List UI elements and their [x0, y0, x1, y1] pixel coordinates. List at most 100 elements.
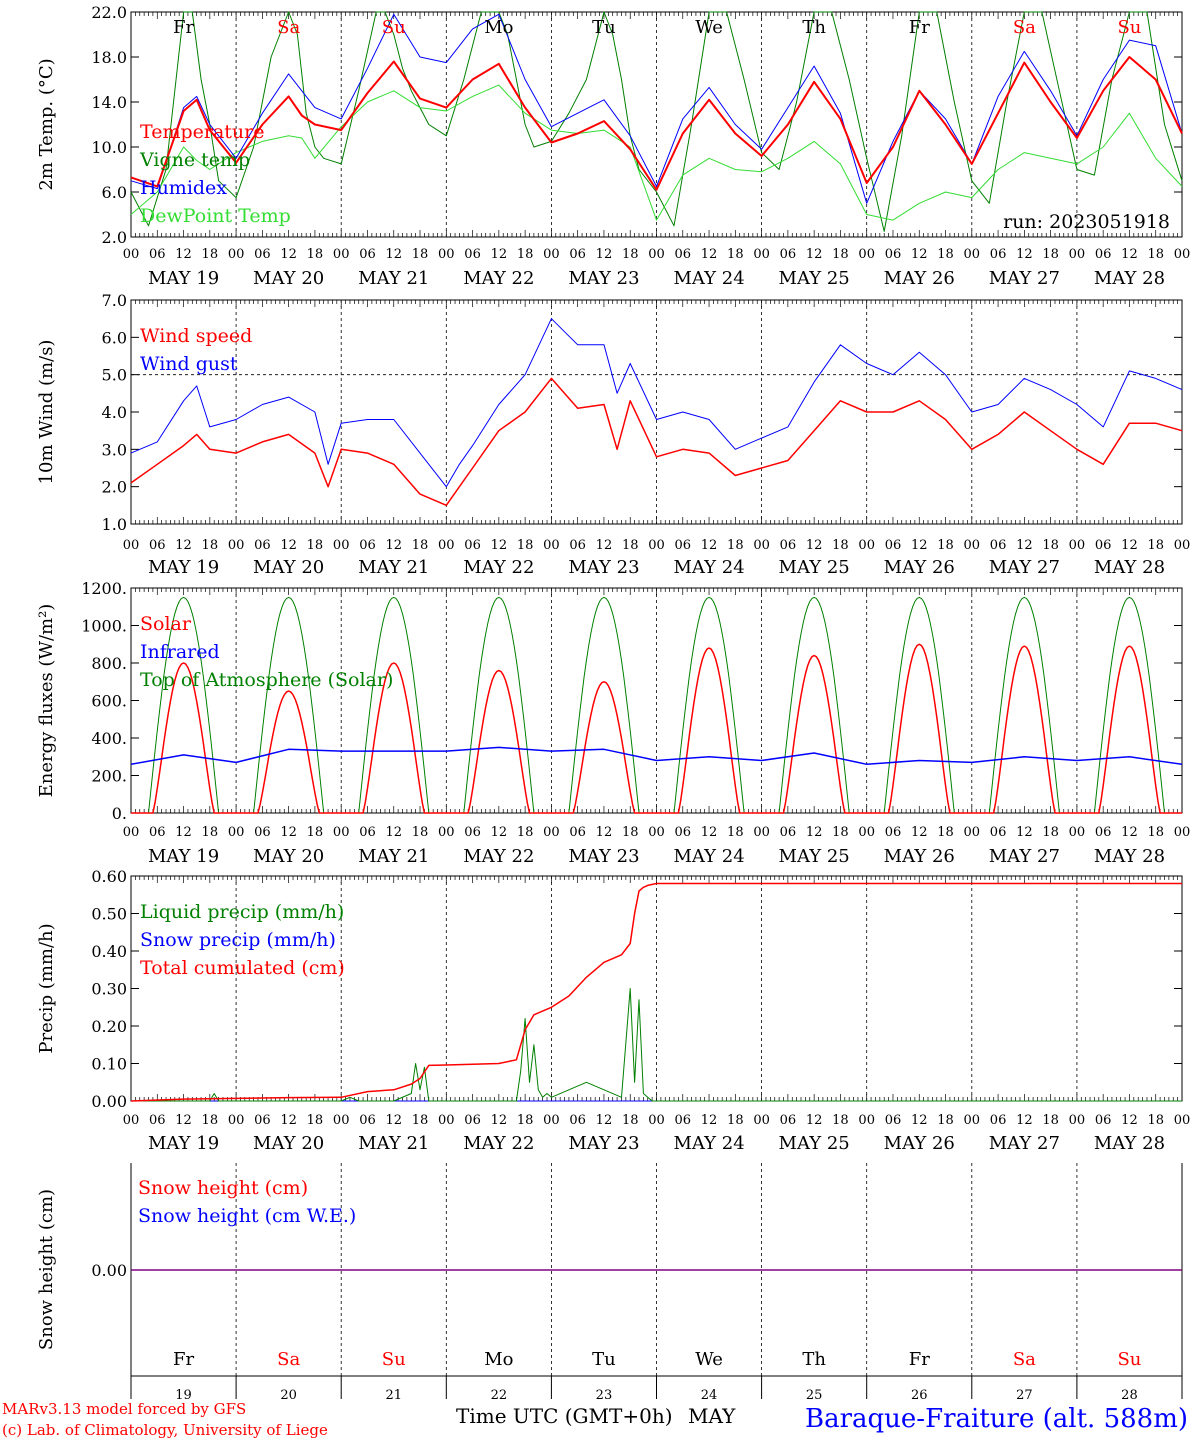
x-hour-tick-label: 18 [727, 1113, 744, 1128]
x-hour-tick-label: 12 [491, 247, 508, 262]
x-day-label: MAY 24 [673, 268, 744, 289]
x-hour-tick-label: 12 [701, 538, 718, 553]
run-label: run: 2023051918 [1003, 211, 1170, 233]
x-hour-tick-label: 06 [464, 247, 481, 262]
x-hour-tick-label: 18 [622, 247, 639, 262]
x-hour-tick-label: 18 [517, 825, 534, 840]
plot-frame [130, 11, 1183, 238]
weekday-label: Sa [1013, 1349, 1036, 1370]
x-hour-tick-label: 18 [622, 825, 639, 840]
x-hour-tick-label: 06 [675, 247, 692, 262]
x-hour-tick-label: 12 [280, 1113, 297, 1128]
x-hour-tick-label: 06 [1095, 538, 1112, 553]
y-tick-label: 1.0 [102, 515, 127, 534]
model-credit-line2: (c) Lab. of Climatology, University of L… [2, 1421, 328, 1439]
series-line-wind-gust [130, 318, 1183, 488]
x-hour-tick-label: 12 [1016, 1113, 1033, 1128]
legend-entry: Snow height (cm W.E.) [138, 1205, 356, 1227]
x-hour-tick-label: 18 [622, 538, 639, 553]
day-number-label: 24 [701, 1388, 718, 1403]
x-day-label: MAY 20 [253, 557, 324, 578]
x-hour-tick-label: 00 [964, 538, 981, 553]
x-hour-tick-label: 00 [438, 247, 455, 262]
x-hour-tick-label: 12 [806, 1113, 823, 1128]
x-hour-tick-label: 12 [701, 247, 718, 262]
x-hour-tick-label: 18 [1042, 825, 1059, 840]
x-hour-tick-label: 00 [123, 1113, 140, 1128]
y-tick-label: 0.20 [91, 1017, 127, 1036]
y-tick-label: 18.0 [91, 48, 127, 67]
weekday-label: We [695, 1349, 723, 1370]
x-hour-tick-label: 00 [964, 247, 981, 262]
y-axis-label: Precip (mm/h) [36, 923, 57, 1053]
x-day-label: MAY 26 [884, 557, 955, 578]
weekday-label: Sa [277, 1349, 300, 1370]
x-hour-tick-label: 06 [885, 825, 902, 840]
x-hour-tick-label: 18 [412, 247, 429, 262]
x-hour-tick-label: 12 [1121, 538, 1138, 553]
x-hour-tick-label: 18 [412, 538, 429, 553]
x-day-label: MAY 20 [253, 1133, 324, 1154]
x-hour-tick-label: 18 [727, 538, 744, 553]
x-hour-tick-label: 06 [464, 1113, 481, 1128]
x-hour-tick-label: 06 [780, 825, 797, 840]
x-hour-tick-label: 00 [333, 247, 350, 262]
x-hour-tick-label: 06 [149, 825, 166, 840]
y-axis-label: 2m Temp. (°C) [36, 58, 57, 190]
weekday-label: Tu [592, 17, 616, 38]
x-hour-tick-label: 12 [385, 247, 402, 262]
x-hour-tick-label: 06 [569, 538, 586, 553]
x-hour-tick-label: 18 [202, 247, 219, 262]
x-hour-tick-label: 06 [990, 1113, 1007, 1128]
x-hour-tick-label: 00 [123, 538, 140, 553]
x-hour-tick-label: 18 [1042, 538, 1059, 553]
weekday-label: Th [802, 1349, 826, 1370]
x-hour-tick-label: 12 [911, 825, 928, 840]
x-hour-tick-label: 18 [412, 825, 429, 840]
x-hour-tick-label: 18 [202, 825, 219, 840]
x-hour-tick-label: 12 [911, 247, 928, 262]
y-tick-label: 0.00 [91, 1261, 127, 1280]
weekday-label: Su [1117, 1349, 1141, 1370]
day-number-label: 23 [596, 1388, 613, 1403]
x-hour-tick-label: 06 [149, 1113, 166, 1128]
y-tick-label: 1000. [81, 617, 127, 636]
legend-entry: Humidex [140, 177, 227, 199]
x-hour-tick-label: 06 [885, 1113, 902, 1128]
x-day-label: MAY 20 [253, 846, 324, 867]
x-hour-tick-label: 06 [569, 825, 586, 840]
y-tick-label: 10.0 [91, 138, 127, 157]
x-hour-tick-label: 18 [727, 825, 744, 840]
x-hour-tick-label: 12 [491, 1113, 508, 1128]
x-hour-tick-label: 06 [254, 247, 271, 262]
x-day-label: MAY 22 [463, 268, 534, 289]
x-hour-tick-label: 00 [648, 1113, 665, 1128]
x-hour-tick-label: 06 [990, 538, 1007, 553]
weekday-label: Mo [484, 17, 513, 38]
x-hour-tick-label: 18 [727, 247, 744, 262]
weekday-label: Fr [909, 1349, 930, 1370]
weekday-label: Mo [484, 1349, 513, 1370]
x-day-label: MAY 25 [779, 1133, 850, 1154]
x-hour-tick-label: 12 [1016, 538, 1033, 553]
x-hour-tick-label: 18 [202, 538, 219, 553]
x-hour-tick-label: 12 [596, 1113, 613, 1128]
x-day-label: MAY 26 [884, 268, 955, 289]
x-day-label: MAY 28 [1094, 1133, 1165, 1154]
x-hour-tick-label: 06 [675, 1113, 692, 1128]
x-hour-tick-label: 06 [990, 247, 1007, 262]
x-day-label: MAY 28 [1094, 268, 1165, 289]
x-hour-tick-label: 00 [858, 825, 875, 840]
legend-entry: Infrared [140, 641, 220, 663]
legend-entry: Snow precip (mm/h) [140, 929, 336, 951]
x-hour-tick-label: 06 [254, 1113, 271, 1128]
series-line-solar [131, 643, 1182, 814]
legend-entry: Solar [140, 613, 192, 635]
x-hour-tick-label: 00 [1174, 538, 1191, 553]
x-hour-tick-label: 12 [385, 825, 402, 840]
legend-entry: Total cumulated (cm) [140, 957, 345, 979]
x-hour-tick-label: 00 [964, 825, 981, 840]
x-hour-tick-label: 18 [1147, 247, 1164, 262]
legend-entry: Liquid precip (mm/h) [140, 901, 344, 923]
